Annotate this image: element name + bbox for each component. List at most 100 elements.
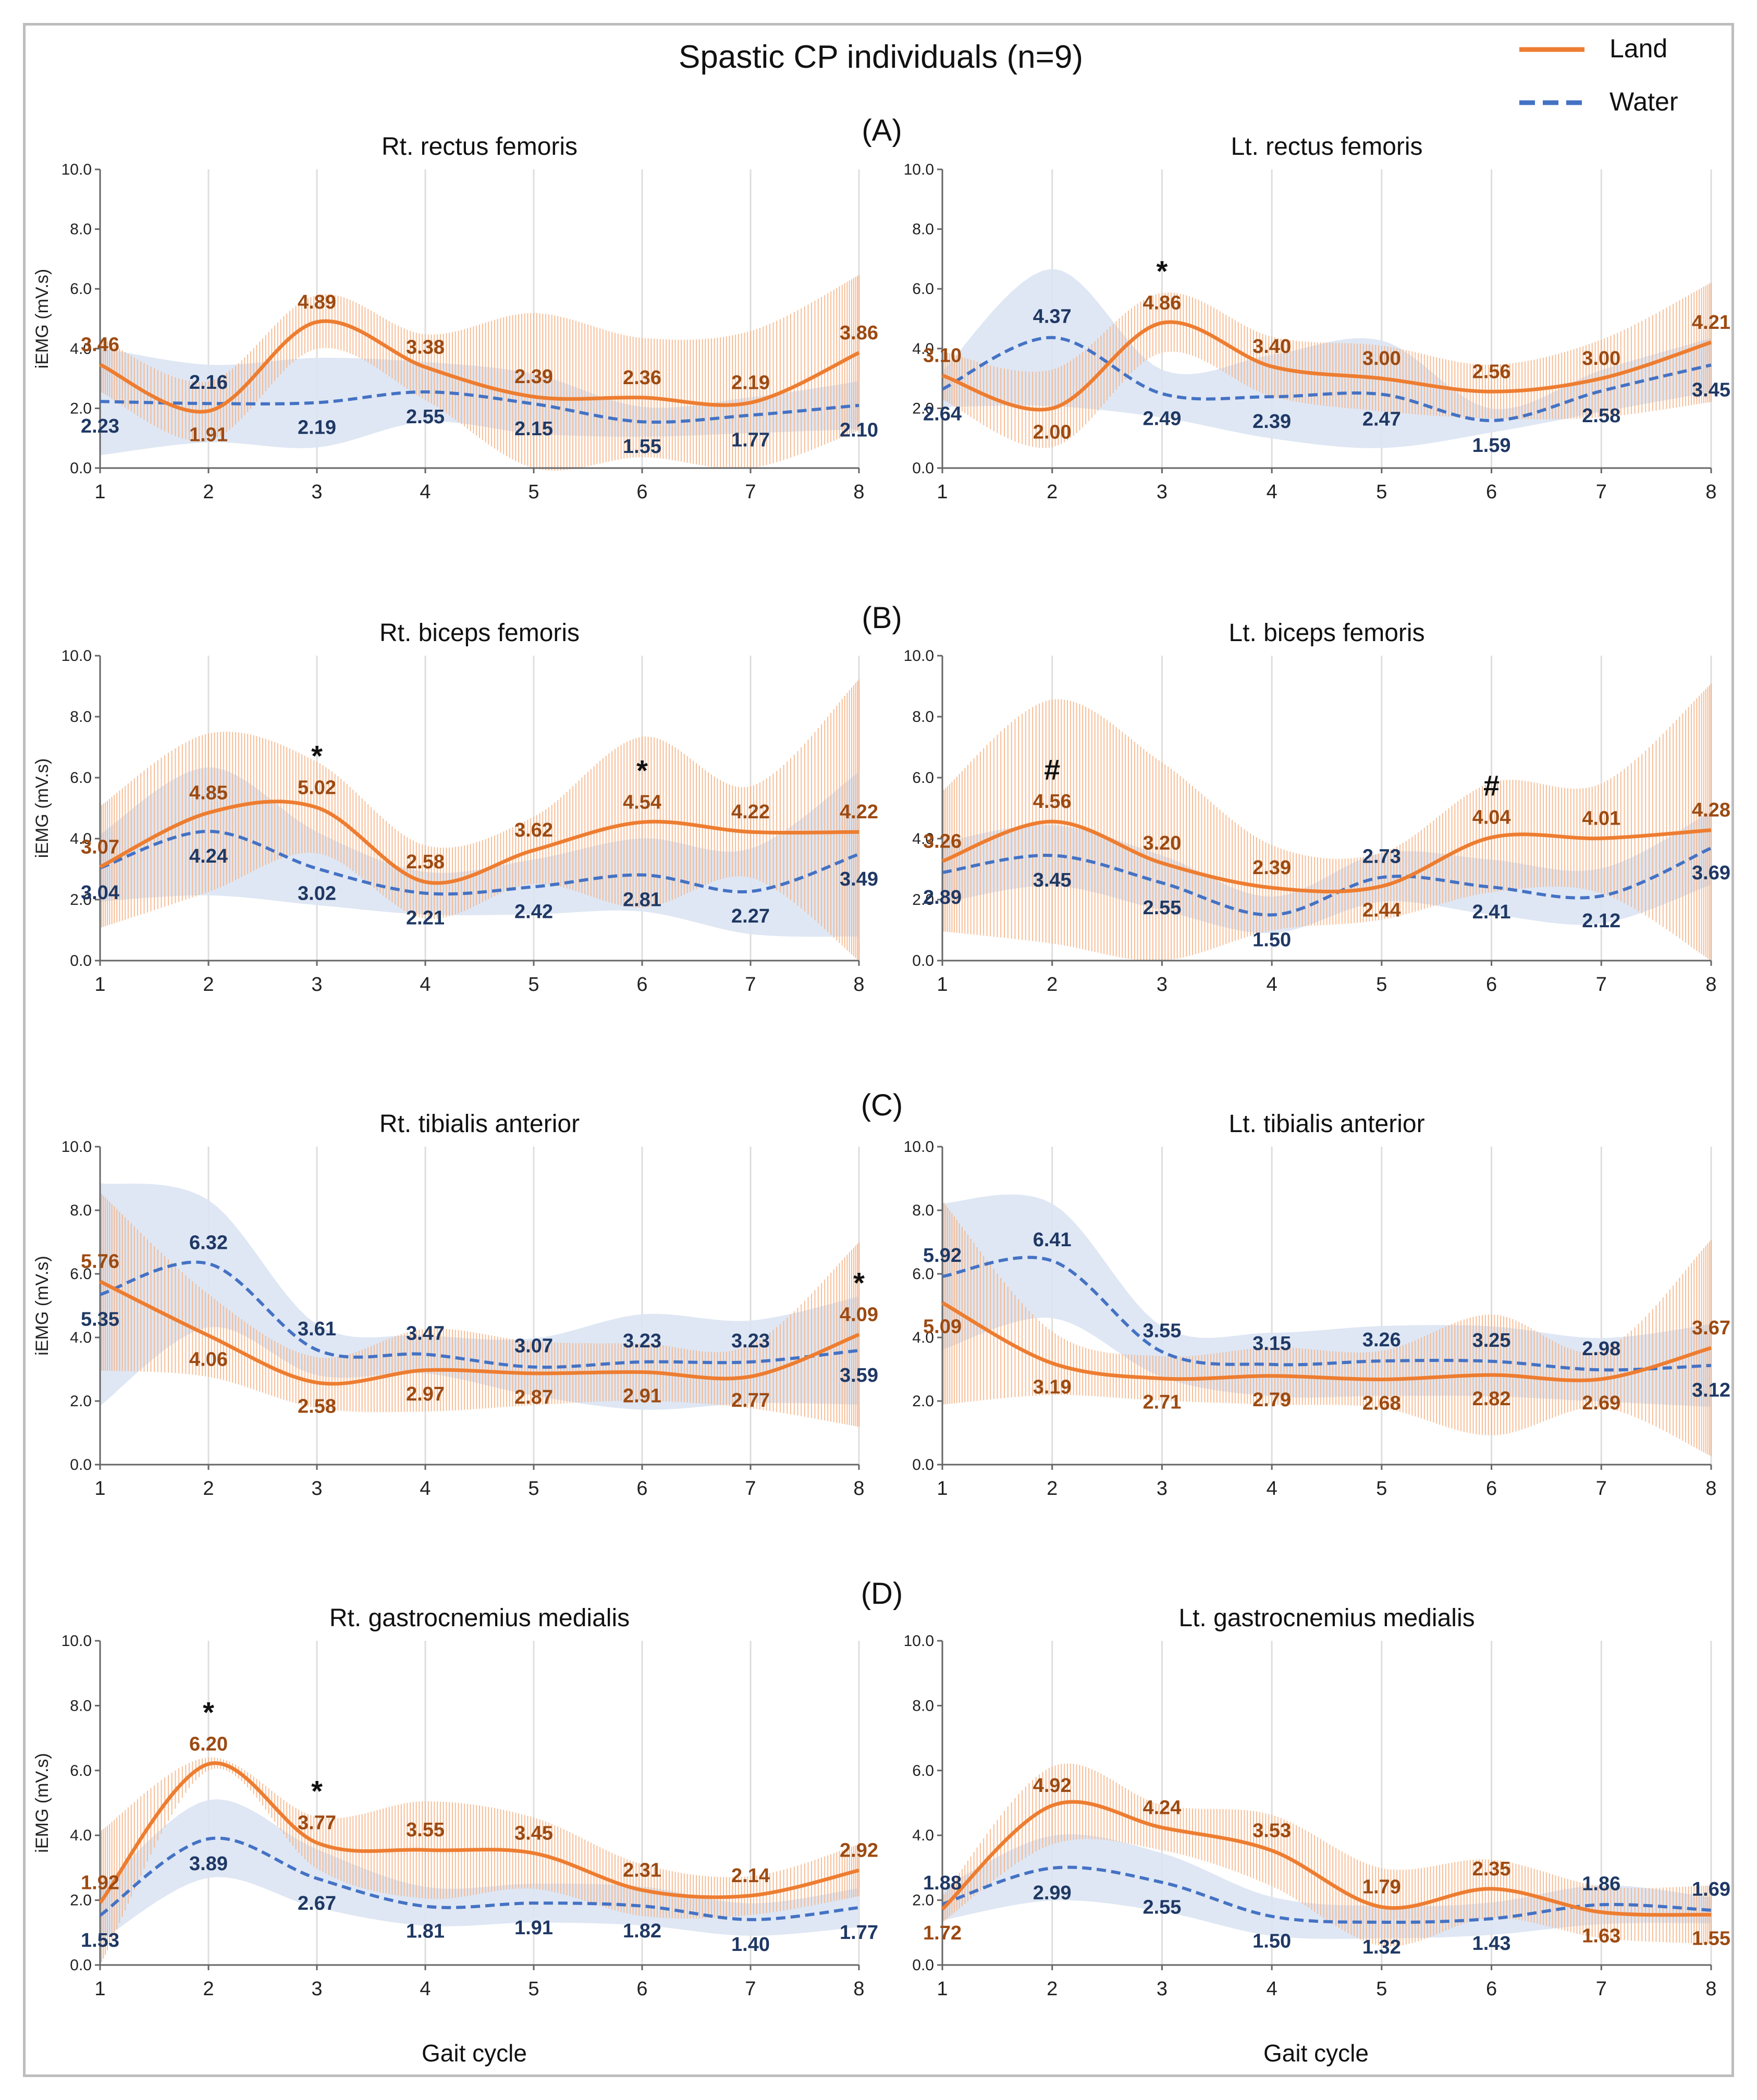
chart-title: Lt. rectus femoris <box>1231 133 1422 161</box>
y-tick-label: 8.0 <box>912 1202 934 1219</box>
y-tick-label: 6.0 <box>912 280 934 298</box>
x-tick-label: 8 <box>853 1478 864 1500</box>
x-tick-label: 2 <box>203 481 214 503</box>
water-value-label: 2.21 <box>406 907 445 929</box>
section-label-d: (D) <box>861 1577 903 1611</box>
water-value-label: 2.73 <box>1362 845 1401 867</box>
water-line <box>942 1865 1712 1924</box>
x-tick-label: 7 <box>1596 481 1607 503</box>
land-value-label: 3.62 <box>514 819 553 841</box>
water-value-label: 3.47 <box>406 1322 445 1344</box>
legend-water-label: Water <box>1609 87 1678 116</box>
land-value-label: 3.10 <box>923 345 962 366</box>
land-value-label: 3.77 <box>298 1812 336 1834</box>
chart-title: Rt. gastrocnemius medialis <box>329 1604 630 1632</box>
y-tick-label: 8.0 <box>912 1697 934 1714</box>
land-line <box>99 1761 859 1904</box>
water-value-label: 3.02 <box>298 882 336 904</box>
water-value-label: 3.49 <box>840 868 878 890</box>
x-tick-label: 1 <box>94 1978 105 2000</box>
water-value-label: 1.59 <box>1472 435 1511 457</box>
land-value-label: 3.40 <box>1252 336 1291 358</box>
land-value-label: 3.46 <box>81 334 119 356</box>
x-tick-label: 6 <box>636 1478 647 1500</box>
x-tick-label: 2 <box>1047 1978 1058 2000</box>
y-tick-label: 0.0 <box>70 1957 92 1974</box>
y-tick-label: 4.0 <box>912 340 934 358</box>
section-label-b: (B) <box>862 601 902 635</box>
x-tick-label: 2 <box>203 974 214 996</box>
y-tick-label: 2.0 <box>70 400 92 417</box>
y-tick-label: 8.0 <box>912 221 934 238</box>
land-value-label: 4.22 <box>731 801 770 823</box>
land-value-label: 3.20 <box>1142 832 1181 854</box>
x-tick-label: 7 <box>745 1978 756 2000</box>
land-value-label: 3.53 <box>1252 1820 1291 1841</box>
x-tick-label: 1 <box>94 481 105 503</box>
land-line <box>941 320 1712 412</box>
water-value-label: 5.35 <box>81 1309 119 1331</box>
water-value-label: 6.32 <box>189 1232 228 1254</box>
chart-2: Lt. rectus femoris 0.0 2.0 4.0 6.0 8.0 10.0 1 2 3… <box>904 133 1730 503</box>
significance-marker: * <box>853 1267 865 1299</box>
y-tick-label: 4.0 <box>70 1329 92 1346</box>
y-tick-label: 2.0 <box>912 891 934 908</box>
water-value-label: 3.15 <box>1252 1333 1291 1355</box>
y-tick-label: 8.0 <box>70 1202 92 1219</box>
y-tick-label: 10.0 <box>904 1138 934 1156</box>
land-value-label: 2.58 <box>406 851 445 873</box>
water-value-label: 2.58 <box>1582 405 1620 427</box>
x-tick-label: 3 <box>1157 974 1168 996</box>
x-tick-label: 4 <box>420 974 431 996</box>
x-tick-label: 5 <box>528 1478 539 1500</box>
legend: Land Water <box>1519 34 1678 116</box>
land-value-label: 2.92 <box>840 1839 878 1861</box>
land-value-label: 4.86 <box>1142 292 1181 314</box>
y-tick-label: 10.0 <box>904 161 934 178</box>
land-value-label: 1.79 <box>1362 1876 1401 1898</box>
x-axis-label-left: Gait cycle <box>422 2040 527 2067</box>
significance-marker: # <box>1044 753 1060 786</box>
y-tick-label: 0.0 <box>912 1957 934 1974</box>
y-tick-label: 4.0 <box>912 1827 934 1844</box>
x-tick-label: 4 <box>1267 481 1277 503</box>
land-line <box>941 1301 1712 1382</box>
land-value-label: 4.01 <box>1582 807 1620 829</box>
y-tick-label: 8.0 <box>70 708 92 726</box>
x-tick-label: 3 <box>1157 1478 1168 1500</box>
significance-marker: * <box>203 1696 214 1728</box>
x-tick-label: 6 <box>1486 1478 1497 1500</box>
land-value-label: 3.00 <box>1582 348 1620 370</box>
land-value-label: 2.97 <box>406 1383 445 1405</box>
chart-4: Lt. biceps femoris 0.0 2.0 4.0 6.0 8.0 10.0 1 2 3… <box>904 619 1730 996</box>
x-tick-label: 3 <box>311 974 322 996</box>
water-value-label: 2.16 <box>189 372 228 394</box>
land-value-label: 4.85 <box>189 782 228 804</box>
chart-title: Lt. biceps femoris <box>1228 619 1424 647</box>
water-value-label: 2.39 <box>1252 411 1291 433</box>
y-tick-label: 6.0 <box>912 769 934 787</box>
x-tick-label: 7 <box>745 481 756 503</box>
land-value-label: 2.00 <box>1033 421 1072 443</box>
land-value-label: 2.87 <box>514 1386 553 1408</box>
water-value-label: 2.23 <box>81 415 119 437</box>
section-label-c: (C) <box>861 1088 903 1122</box>
chart-5: Rt. tibialis anterior 0.0 2.0 4.0 6.0 8.0 10.0… <box>32 1110 878 1500</box>
y-tick-label: 8.0 <box>912 708 934 726</box>
x-tick-label: 4 <box>1267 1978 1277 2000</box>
water-value-label: 3.04 <box>81 882 119 904</box>
land-value-label: 5.09 <box>923 1316 962 1338</box>
x-tick-label: 8 <box>853 481 864 503</box>
land-value-label: 3.26 <box>923 830 962 852</box>
water-value-label: 1.91 <box>514 1917 553 1939</box>
chart-title: Rt. rectus femoris <box>382 133 578 161</box>
water-value-label: 1.55 <box>623 436 661 458</box>
land-line <box>99 1280 860 1386</box>
y-tick-label: 2.0 <box>70 891 92 908</box>
x-tick-label: 5 <box>1376 481 1387 503</box>
x-tick-label: 5 <box>1376 974 1387 996</box>
y-axis-label: iEMG (mV.s) <box>32 269 52 369</box>
water-value-label: 3.26 <box>1362 1329 1401 1351</box>
